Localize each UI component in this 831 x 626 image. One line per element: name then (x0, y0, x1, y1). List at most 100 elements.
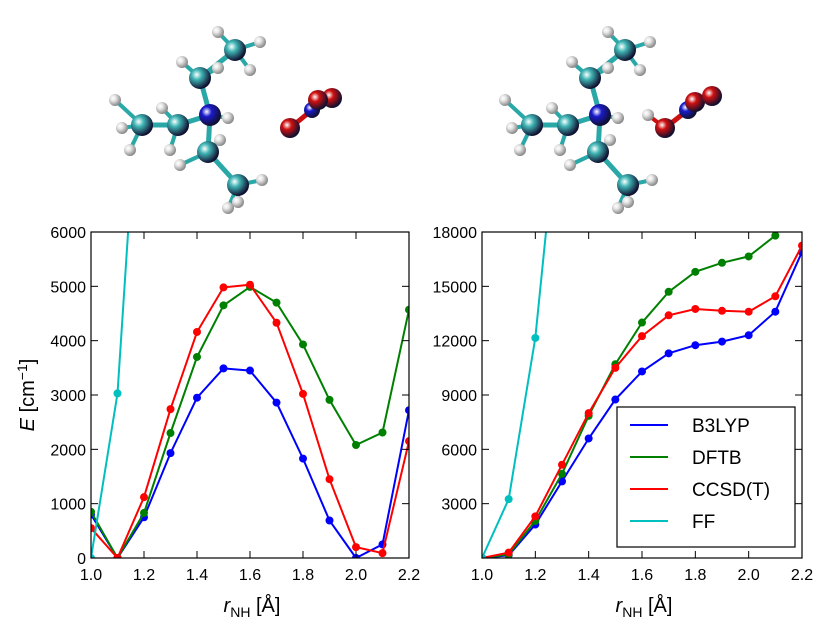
y-tick-label: 3000 (50, 388, 86, 405)
left-point-dftb (140, 508, 148, 517)
y-tick-label: 3000 (441, 497, 477, 514)
y-tick-label: 0 (77, 551, 86, 568)
right-point-dftb (691, 267, 700, 276)
x-tick-label: 1.0 (80, 567, 102, 584)
x-tick-label: 1.6 (631, 567, 653, 584)
right-point-ccsdt (504, 548, 513, 557)
left-point-dftb (325, 395, 334, 404)
x-tick-label: 1.0 (471, 567, 493, 584)
left-chart: 1.0 1.2 1.4 1.6 1.8 2.0 2.2 0 1000 2000 3000 4000 50… (50, 225, 420, 584)
legend-label: FF (692, 512, 715, 533)
left-point-ccsdt (113, 554, 122, 558)
left-point-b3lyp (405, 406, 409, 415)
left-point-ccsdt (405, 437, 409, 446)
x-axis-label-right: rNH [Å] (616, 594, 673, 620)
left-point-dftb (193, 352, 201, 361)
left-point-b3lyp (166, 449, 175, 458)
right-line-dftb (482, 234, 776, 558)
right-point-ff (531, 333, 540, 342)
y-tick-label: 9000 (441, 388, 477, 405)
right-point-dftb (638, 318, 646, 327)
right-line-ff (482, 232, 547, 558)
left-point-ccsdt (378, 549, 387, 558)
legend-label: B3LYP (692, 416, 750, 437)
x-tick-label: 1.8 (684, 567, 706, 584)
x-tick-label: 2.2 (398, 567, 420, 584)
right-point-dftb (718, 258, 726, 267)
left-point-b3lyp (299, 454, 307, 463)
right-point-b3lyp (691, 341, 700, 350)
left-point-ff (91, 554, 95, 558)
left-point-dftb (219, 301, 228, 310)
left-line-b3lyp (91, 367, 409, 558)
right-point-ccsdt (558, 460, 566, 469)
right-point-ccsdt (718, 306, 726, 315)
x-tick-label: 1.2 (133, 567, 155, 584)
right-point-ccsdt (611, 363, 620, 372)
left-line-dftb (91, 285, 409, 558)
left-point-ccsdt (325, 475, 334, 484)
right-point-b3lyp (718, 337, 726, 346)
left-point-ccsdt (91, 524, 95, 533)
legend: B3LYP DFTB CCSD(T) FF (616, 406, 796, 548)
left-point-dftb (272, 298, 281, 307)
right-ticks: 1.0 1.2 1.4 1.6 1.8 2.0 2.2 3000 6000 9000 12000 15… (433, 225, 814, 584)
left-point-ccsdt (193, 327, 201, 336)
left-plot-area (91, 232, 409, 558)
left-point-ccsdt (219, 283, 228, 292)
left-point-ccsdt (352, 543, 360, 552)
left-point-b3lyp (246, 366, 254, 375)
right-point-b3lyp (558, 477, 566, 486)
x-tick-label: 1.6 (239, 567, 261, 584)
right-point-ff (482, 554, 486, 558)
right-point-ccsdt (771, 292, 780, 301)
left-point-b3lyp (193, 393, 201, 402)
right-point-dftb (558, 469, 566, 478)
y-tick-label: 12000 (433, 334, 478, 351)
left-point-ccsdt (140, 493, 148, 502)
right-point-ccsdt (638, 332, 646, 341)
x-tick-label: 1.4 (578, 567, 600, 584)
right-point-b3lyp (744, 331, 753, 340)
right-point-b3lyp (611, 395, 620, 404)
x-tick-label: 2.0 (738, 567, 760, 584)
left-point-ccsdt (299, 389, 307, 398)
right-molecule-image (499, 26, 722, 214)
x-tick-label: 1.4 (186, 567, 208, 584)
right-point-dftb (744, 252, 753, 261)
left-point-ccsdt (166, 405, 175, 414)
left-point-dftb (166, 429, 175, 438)
right-point-b3lyp (771, 307, 780, 316)
left-point-ccsdt (246, 280, 254, 289)
right-point-b3lyp (664, 349, 673, 358)
right-point-b3lyp (584, 434, 593, 443)
right-point-dftb (771, 232, 780, 240)
right-chart: 1.0 1.2 1.4 1.6 1.8 2.0 2.2 3000 6000 9000 12000 15… (433, 225, 814, 584)
right-point-ccsdt (798, 241, 802, 250)
left-point-ccsdt (272, 318, 281, 327)
left-point-ff (113, 389, 122, 398)
y-axis-label: E [cm−1] (14, 359, 39, 432)
x-tick-label: 2.0 (345, 567, 367, 584)
y-tick-label: 6000 (441, 442, 477, 459)
left-point-dftb (405, 305, 409, 314)
x-tick-label: 1.2 (524, 567, 546, 584)
y-tick-label: 4000 (50, 334, 86, 351)
right-point-ccsdt (531, 512, 540, 521)
legend-box (616, 406, 796, 548)
legend-label: CCSD(T) (692, 480, 770, 501)
legend-label: DFTB (692, 448, 742, 469)
x-tick-label: 2.2 (791, 567, 813, 584)
x-axis-label-left: rNH [Å] (224, 594, 281, 620)
right-point-ccsdt (664, 311, 673, 320)
right-point-ccsdt (691, 304, 700, 313)
right-point-ccsdt (744, 307, 753, 316)
left-point-dftb (378, 428, 387, 437)
y-tick-label: 6000 (50, 225, 86, 242)
right-point-ccsdt (584, 409, 593, 418)
left-point-b3lyp (219, 364, 228, 373)
left-molecule-image (109, 26, 342, 214)
x-tick-label: 1.8 (292, 567, 314, 584)
y-tick-label: 18000 (433, 225, 478, 242)
